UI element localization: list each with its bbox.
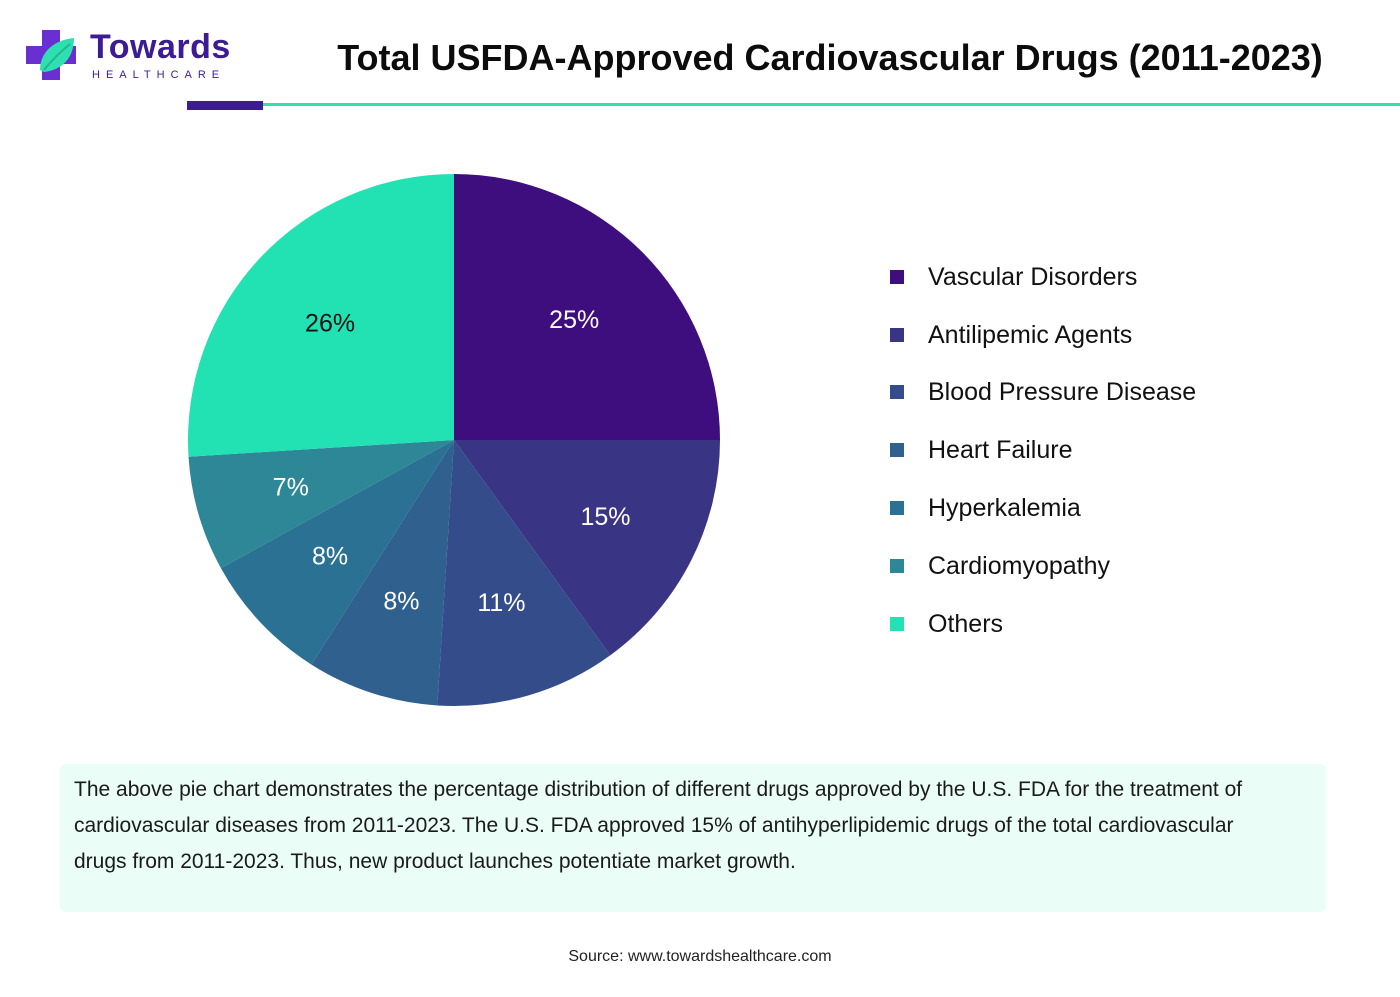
legend-label: Antilipemic Agents (928, 320, 1133, 349)
legend-label: Heart Failure (928, 436, 1073, 465)
legend-label: Vascular Disorders (928, 262, 1138, 291)
medical-cross-leaf-icon (26, 30, 76, 80)
header-rule (263, 103, 1400, 106)
legend-swatch (890, 443, 904, 458)
pie-slice-blood-pressure-disease (437, 440, 611, 706)
pie-chart: 25% 15% 11% 8% 8% 7% 26% (188, 174, 720, 706)
legend-swatch (890, 616, 904, 631)
pie-label-cardiomyopathy: 7% (273, 473, 309, 501)
legend-label: Blood Pressure Disease (928, 378, 1197, 407)
legend-label: Hyperkalemia (928, 494, 1081, 523)
header-rule-accent (187, 101, 263, 110)
legend-swatch (890, 327, 904, 342)
pie-label-hyperkalemia: 8% (312, 542, 348, 570)
pie-slice-hyperkalemia (220, 440, 454, 665)
pie-label-blood-pressure-disease: 11% (477, 589, 525, 617)
legend-item: Antilipemic Agents (890, 306, 1350, 364)
legend-label: Cardiomyopathy (928, 551, 1111, 580)
legend-swatch (890, 558, 904, 573)
description-panel: The above pie chart demonstrates the per… (60, 764, 1326, 912)
legend-swatch (890, 385, 904, 400)
pie-label-heart-failure: 8% (383, 588, 419, 616)
chart-legend: Vascular Disorders Antilipemic Agents Bloo… (890, 248, 1350, 653)
description-text: The above pie chart demonstrates the per… (74, 778, 1243, 873)
source-credit: Source: www.towardshealthcare.com (568, 948, 832, 965)
page-title: Total USFDA-Approved Cardiovascular Drug… (337, 37, 1323, 78)
pie-slice-cardiomyopathy (188, 440, 454, 569)
pie-slice-antilipemic-agents (454, 440, 720, 656)
pie-slice-others (188, 174, 454, 457)
pie-slice-heart-failure (311, 440, 454, 706)
logo-subtitle: HEALTHCARE (92, 69, 226, 81)
pie-label-antilipemic-agents: 15% (580, 503, 630, 531)
legend-item: Vascular Disorders (890, 248, 1350, 306)
legend-item: Hyperkalemia (890, 479, 1350, 537)
legend-item: Heart Failure (890, 421, 1350, 479)
brand-logo: Towards HEALTHCARE (22, 24, 232, 88)
legend-item: Cardiomyopathy (890, 537, 1350, 595)
legend-swatch (890, 501, 904, 516)
pie-slice-vascular-disorders (454, 174, 720, 440)
legend-item: Blood Pressure Disease (890, 364, 1350, 422)
pie-label-vascular-disorders: 25% (549, 306, 599, 334)
legend-swatch (890, 269, 904, 284)
legend-label: Others (928, 609, 1004, 638)
pie-label-others: 26% (305, 310, 355, 338)
logo-wordmark: Towards (90, 28, 231, 66)
legend-item: Others (890, 595, 1350, 653)
